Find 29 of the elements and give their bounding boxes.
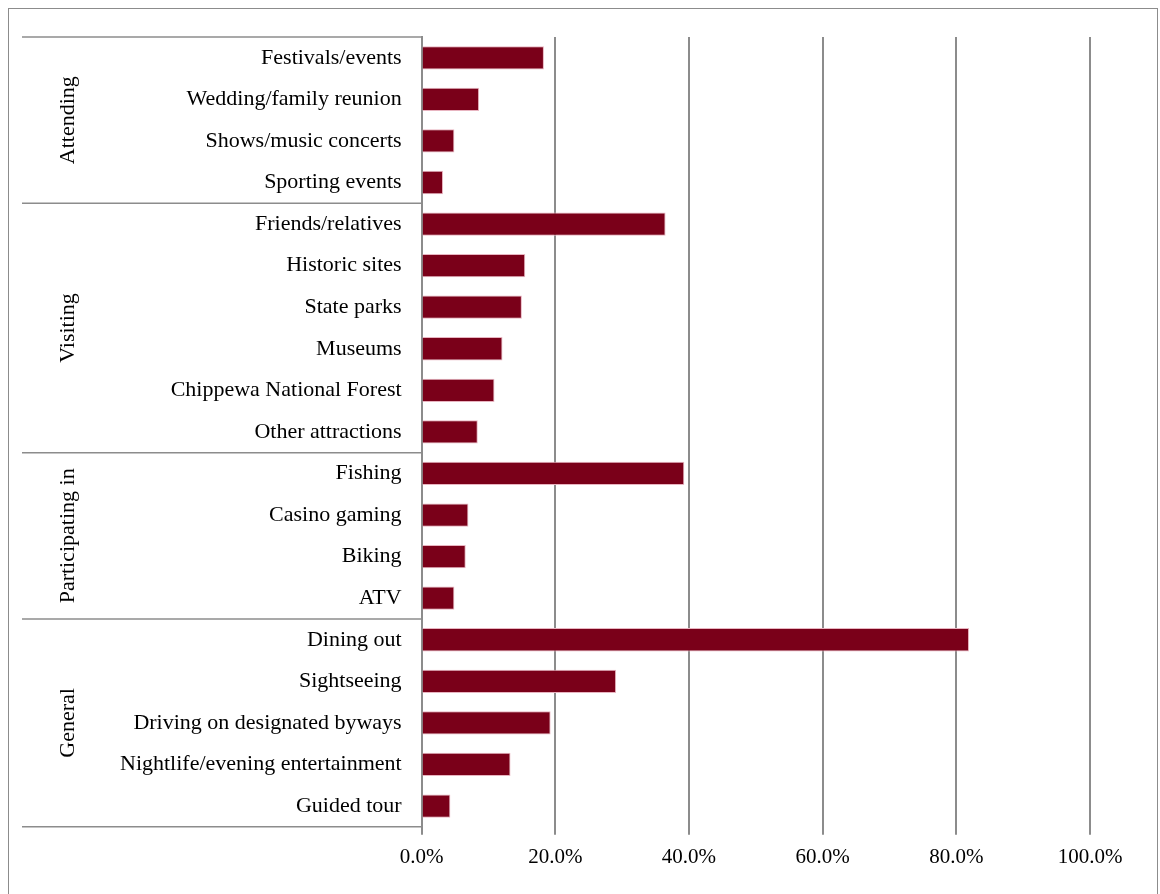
y-tick-label: Friends/relatives [254,209,402,235]
y-tick-label: Festivals/events [261,43,402,69]
x-tick-label: 80.0% [929,843,984,868]
text: General [53,688,79,758]
y-tick-label: Nightlife/evening entertainment [119,750,402,776]
y-tick-label: State parks [304,292,402,318]
y-tick-label: Wedding/family reunion [186,85,402,111]
y-tick-label: Biking [341,542,402,568]
y-tick-label: Museums [316,334,402,360]
y-tick-label: ATV [358,583,402,609]
y-tick-label: Other attractions [254,417,402,443]
x-tick-label: 100.0% [1057,843,1123,868]
y-tick-label: Historic sites [286,251,402,277]
y-tick-label: Chippewa National Forest [170,376,402,402]
text: Visiting [53,293,79,363]
x-tick-label: 0.0% [399,843,444,868]
y-tick-label: Dining out [306,625,402,651]
y-tick-label: Guided tour [295,791,403,817]
y-tick-label: Sporting events [264,168,402,194]
x-tick-label: 60.0% [795,843,850,868]
y-tick-label: Sightseeing [298,667,402,693]
text: Participating in [53,468,79,604]
y-tick-label: Fishing [335,459,402,485]
y-tick-label: Casino gaming [269,500,402,526]
x-tick-label: 20.0% [528,843,583,868]
x-tick-label: 40.0% [661,843,717,868]
text: Attending [53,76,79,165]
y-tick-label: Driving on designated byways [133,708,402,734]
y-tick-label: Shows/music concerts [205,126,402,152]
